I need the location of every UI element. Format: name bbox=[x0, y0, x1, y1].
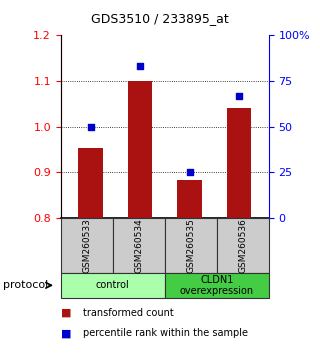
Point bbox=[187, 169, 192, 175]
Text: ■: ■ bbox=[61, 308, 71, 318]
Text: protocol: protocol bbox=[3, 280, 48, 290]
Bar bbox=[128, 81, 152, 218]
Text: control: control bbox=[96, 280, 130, 290]
Text: GSM260534: GSM260534 bbox=[134, 218, 143, 273]
Bar bbox=[177, 180, 202, 218]
Text: GSM260536: GSM260536 bbox=[238, 218, 247, 273]
Point bbox=[138, 64, 143, 69]
Text: GSM260533: GSM260533 bbox=[82, 218, 91, 273]
Bar bbox=[227, 108, 252, 218]
Text: GDS3510 / 233895_at: GDS3510 / 233895_at bbox=[91, 12, 229, 25]
Text: CLDN1
overexpression: CLDN1 overexpression bbox=[180, 274, 254, 296]
Bar bbox=[78, 148, 103, 218]
Point bbox=[236, 93, 242, 98]
Point bbox=[88, 124, 93, 129]
Text: ■: ■ bbox=[61, 329, 71, 338]
Text: percentile rank within the sample: percentile rank within the sample bbox=[83, 329, 248, 338]
Text: GSM260535: GSM260535 bbox=[186, 218, 195, 273]
Text: transformed count: transformed count bbox=[83, 308, 174, 318]
